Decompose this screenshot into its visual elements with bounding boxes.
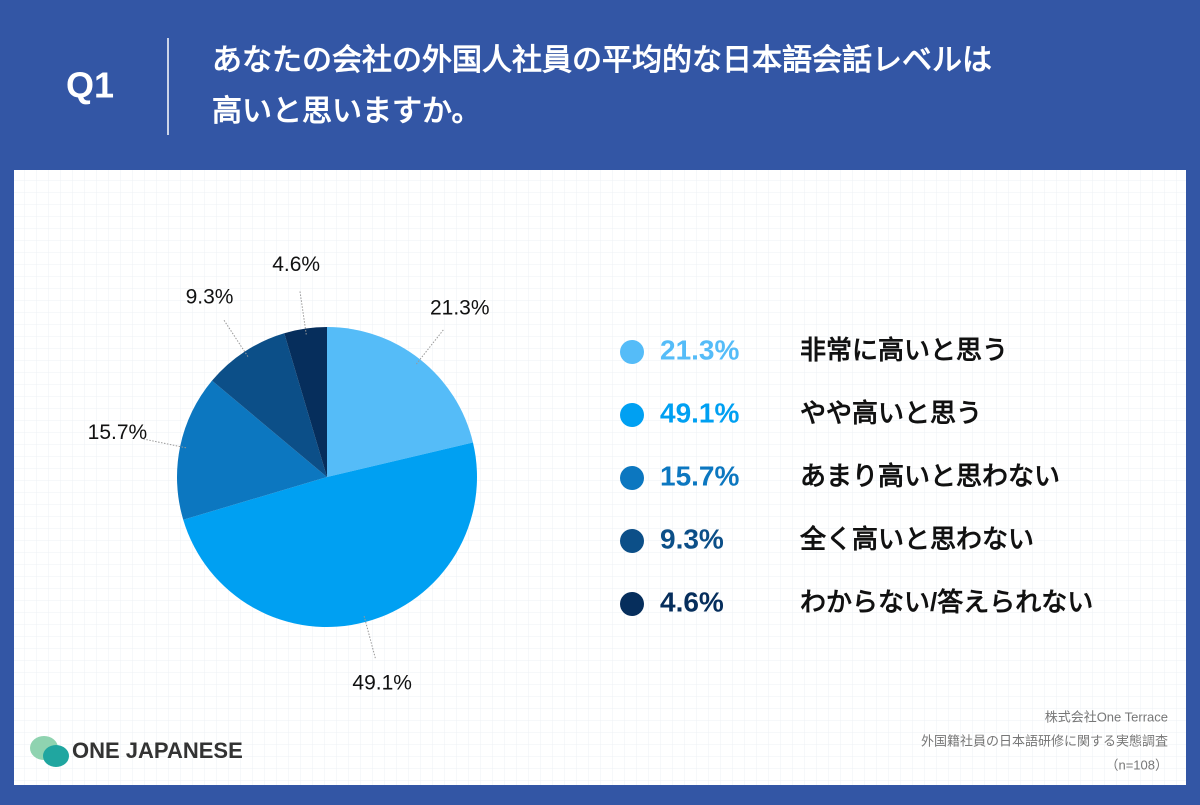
legend-label: やや高いと思う bbox=[800, 398, 982, 428]
pie-slice bbox=[183, 442, 478, 628]
title-line: あなたの会社の外国人社員の平均的な日本語会話レベルは bbox=[212, 43, 992, 77]
legend-marker bbox=[620, 592, 644, 616]
legend-label: あまり高いと思わない bbox=[800, 461, 1060, 491]
leader-line bbox=[299, 290, 307, 335]
legend-label: わからない/答えられない bbox=[800, 587, 1093, 617]
source-line: 株式会社One Terrace bbox=[1045, 709, 1168, 724]
legend-marker bbox=[620, 403, 644, 427]
leader-line bbox=[142, 438, 187, 449]
slice-label: 49.1% bbox=[352, 671, 412, 694]
pie-slice bbox=[177, 380, 327, 520]
leader-line bbox=[415, 329, 445, 365]
logo: ONE JAPANESE bbox=[30, 736, 243, 767]
leader-line bbox=[363, 616, 376, 659]
slice-label: 4.6% bbox=[272, 253, 320, 276]
legend-label: 非常に高いと思う bbox=[800, 335, 1008, 365]
question-label: Q1 bbox=[66, 65, 114, 106]
title-line: 高いと思いますか。 bbox=[212, 95, 481, 128]
slice-label: 21.3% bbox=[430, 297, 490, 320]
pie-slice bbox=[212, 333, 327, 477]
pie-slice bbox=[327, 327, 473, 477]
legend-label: 全く高いと思わない bbox=[799, 524, 1034, 554]
legend-marker bbox=[620, 529, 644, 553]
legend-marker bbox=[620, 340, 644, 364]
legend-value: 9.3% bbox=[660, 523, 724, 554]
legend-marker bbox=[620, 466, 644, 490]
slice-label: 15.7% bbox=[88, 421, 148, 444]
source-line: （n=108） bbox=[1105, 757, 1168, 772]
legend-value: 49.1% bbox=[660, 397, 739, 428]
logo-text: ONE JAPANESE bbox=[72, 738, 243, 763]
legend-value: 4.6% bbox=[660, 586, 724, 617]
slice-label: 9.3% bbox=[186, 286, 234, 309]
leader-line bbox=[223, 319, 249, 357]
source-line: 外国籍社員の日本語研修に関する実態調査 bbox=[921, 733, 1168, 748]
legend-value: 21.3% bbox=[660, 334, 739, 365]
legend-value: 15.7% bbox=[660, 460, 739, 491]
chart: 21.3% 49.1% 15.7% 9.3% 4.6% 21.3% 非常に高いと思う 49.1… bbox=[88, 253, 1094, 695]
pie-slice bbox=[284, 327, 327, 477]
